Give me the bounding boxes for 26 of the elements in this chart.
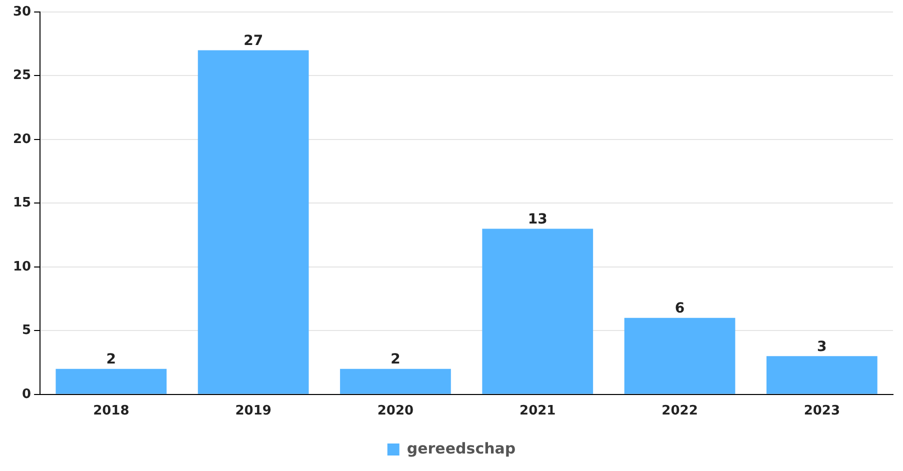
- bar: [340, 368, 451, 394]
- x-tick-label: 2023: [804, 404, 840, 419]
- data-label: 13: [528, 211, 548, 228]
- x-tick-label: 2020: [377, 404, 414, 419]
- data-label: 6: [674, 300, 685, 317]
- y-tick-label: 20: [12, 132, 32, 147]
- x-tick-label: 2018: [93, 404, 130, 419]
- y-tick-label: 0: [22, 386, 32, 402]
- bar: [766, 356, 878, 394]
- bar: [198, 50, 309, 394]
- x-tick-label: 2019: [235, 404, 272, 419]
- data-label: 27: [244, 32, 264, 49]
- x-tick-label: 2022: [662, 404, 698, 419]
- y-tick-label: 10: [12, 259, 32, 274]
- bar: [624, 318, 736, 394]
- y-tick-label: 5: [22, 323, 32, 338]
- bar: [56, 368, 167, 394]
- data-label: 2: [390, 352, 400, 368]
- y-tick-label: 25: [12, 68, 32, 84]
- legend-label: gereedschap: [406, 439, 516, 458]
- data-label: 2: [106, 352, 116, 368]
- y-tick-label: 30: [12, 4, 32, 20]
- bar: [482, 228, 594, 394]
- data-label: 3: [817, 338, 827, 355]
- x-tick-label: 2021: [520, 404, 556, 419]
- y-tick-label: 15: [12, 196, 32, 211]
